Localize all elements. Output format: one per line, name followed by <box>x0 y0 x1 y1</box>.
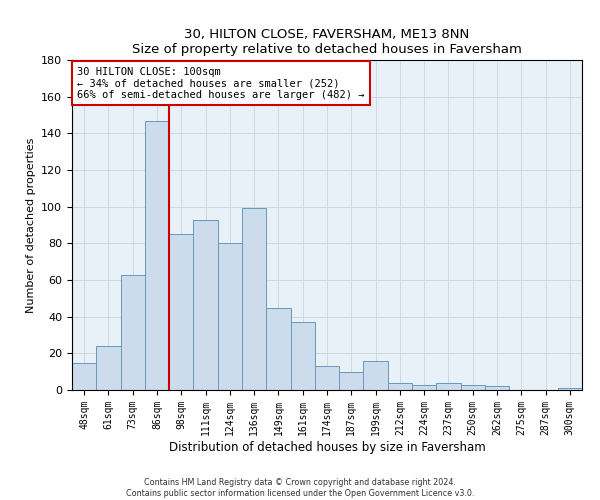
Bar <box>290 322 315 390</box>
Y-axis label: Number of detached properties: Number of detached properties <box>26 138 35 312</box>
Text: Contains HM Land Registry data © Crown copyright and database right 2024.
Contai: Contains HM Land Registry data © Crown c… <box>126 478 474 498</box>
Bar <box>364 360 388 390</box>
Bar <box>218 244 242 390</box>
Bar <box>436 382 461 390</box>
Title: 30, HILTON CLOSE, FAVERSHAM, ME13 8NN
Size of property relative to detached hous: 30, HILTON CLOSE, FAVERSHAM, ME13 8NN Si… <box>132 28 522 56</box>
Text: 30 HILTON CLOSE: 100sqm
← 34% of detached houses are smaller (252)
66% of semi-d: 30 HILTON CLOSE: 100sqm ← 34% of detache… <box>77 66 365 100</box>
Bar <box>339 372 364 390</box>
Bar <box>193 220 218 390</box>
Bar <box>485 386 509 390</box>
Bar <box>412 384 436 390</box>
Bar <box>388 382 412 390</box>
Bar <box>121 274 145 390</box>
Bar <box>266 308 290 390</box>
X-axis label: Distribution of detached houses by size in Faversham: Distribution of detached houses by size … <box>169 440 485 454</box>
Bar <box>96 346 121 390</box>
Bar <box>72 362 96 390</box>
Bar <box>461 384 485 390</box>
Bar <box>315 366 339 390</box>
Bar <box>558 388 582 390</box>
Bar <box>242 208 266 390</box>
Bar <box>145 120 169 390</box>
Bar <box>169 234 193 390</box>
